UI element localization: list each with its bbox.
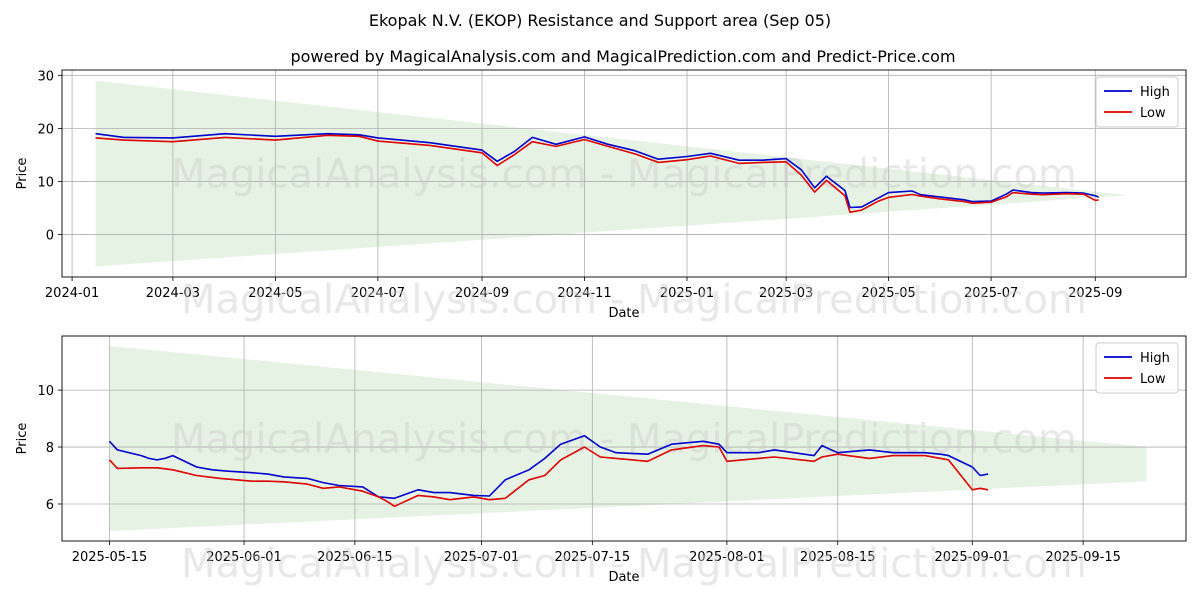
x-tick-label: 2025-03 <box>759 286 813 301</box>
watermark-text: MagicalAnalysis.com - MagicalPrediction.… <box>171 152 1077 198</box>
y-axis-label: Price <box>15 423 30 455</box>
y-axis-label: Price <box>15 158 30 190</box>
chart-title: Ekopak N.V. (EKOP) Resistance and Suppor… <box>369 11 831 30</box>
x-tick-label: 2025-05-15 <box>72 550 148 565</box>
legend-label-low: Low <box>1140 106 1166 121</box>
legend-box <box>1095 76 1179 128</box>
x-tick-label: 2024-03 <box>146 286 200 301</box>
y-tick-label: 8 <box>46 441 54 456</box>
x-axis-label: Date <box>608 570 639 585</box>
legend: High Low <box>1095 342 1179 394</box>
x-axis-label: Date <box>608 306 639 321</box>
y-tick-label: 10 <box>37 175 54 190</box>
x-tick-label: 2025-09 <box>1068 286 1122 301</box>
x-tick-label: 2025-06-01 <box>206 550 282 565</box>
series-line-high <box>95 132 1099 209</box>
y-tick-label: 30 <box>37 69 54 84</box>
x-tick-label: 2024-11 <box>557 286 611 301</box>
legend-label-high: High <box>1140 85 1170 100</box>
series-line-low <box>95 134 1099 213</box>
y-tick-label: 6 <box>46 498 54 513</box>
x-tick-label: 2025-09-01 <box>935 550 1011 565</box>
y-tick-label: 20 <box>37 122 54 137</box>
plot-frame <box>61 335 1187 542</box>
plot-frame <box>61 69 1187 278</box>
support-resistance-band <box>95 80 1128 267</box>
bottom-chart-panel: 2025-05-15 2025-06-01 2025-06-15 2025-07-01… <box>15 335 1187 587</box>
x-tick-label: 2025-07-15 <box>555 550 631 565</box>
chart-subtitle: powered by MagicalAnalysis.com and Magic… <box>290 47 955 66</box>
y-tick-label: 0 <box>46 229 54 244</box>
x-tick-label: 2024-09 <box>455 286 509 301</box>
x-tick-label: 2025-08-15 <box>800 550 876 565</box>
watermark-text: MagicalAnalysis.com - MagicalPrediction.… <box>181 541 1087 587</box>
x-tick-label: 2025-05 <box>861 286 915 301</box>
series-line-low <box>108 444 989 508</box>
x-tick-label: 2024-05 <box>248 286 302 301</box>
top-chart-panel: 2024-01 2024-03 2024-05 2024-07 2024-09 2024-… <box>15 69 1187 323</box>
support-resistance-band <box>109 345 1147 532</box>
x-tick-label: 2025-06-15 <box>317 550 393 565</box>
y-tick-label: 10 <box>37 384 54 399</box>
watermark-text: MagicalAnalysis.com - MagicalPrediction.… <box>171 417 1077 463</box>
series-line-high <box>108 434 989 500</box>
x-tick-label: 2025-07 <box>964 286 1018 301</box>
watermark-text: MagicalAnalysis.com - MagicalPrediction.… <box>181 277 1087 323</box>
x-tick-label: 2025-08-01 <box>689 550 765 565</box>
x-tick-label: 2025-09-15 <box>1045 550 1121 565</box>
x-tick-label: 2025-01 <box>660 286 714 301</box>
legend: High Low <box>1095 76 1179 128</box>
x-tick-label: 2024-07 <box>351 286 405 301</box>
legend-box <box>1095 342 1179 394</box>
x-tick-label: 2025-07-01 <box>444 550 520 565</box>
legend-label-high: High <box>1140 351 1170 366</box>
x-tick-label: 2024-01 <box>45 286 99 301</box>
legend-label-low: Low <box>1140 372 1166 387</box>
